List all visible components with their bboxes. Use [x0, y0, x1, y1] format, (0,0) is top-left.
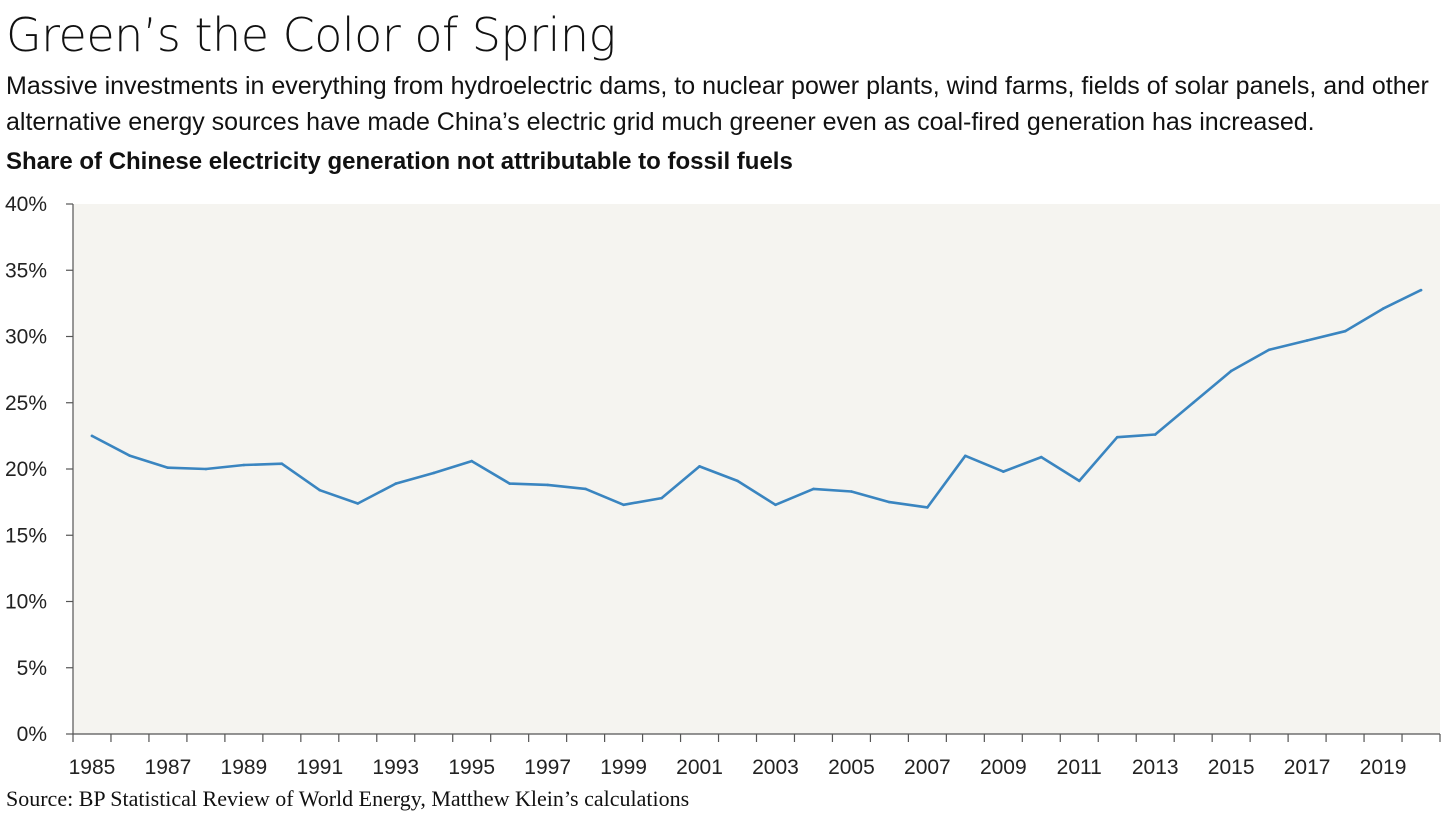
- y-tick-label: 25%: [5, 392, 47, 415]
- data-point: [432, 471, 436, 475]
- data-point: [1381, 307, 1385, 310]
- y-tick-label: 40%: [5, 193, 47, 216]
- y-tick-label: 20%: [5, 458, 47, 481]
- x-tick-label: 2015: [1208, 756, 1255, 779]
- data-point: [660, 496, 663, 500]
- x-tick-label: 2013: [1132, 756, 1179, 779]
- y-tick-label: 0%: [17, 723, 47, 746]
- data-point: [812, 487, 815, 491]
- data-point: [736, 479, 739, 483]
- data-point: [926, 506, 929, 509]
- series-line: [90, 288, 1423, 509]
- x-tick-label: 1999: [600, 756, 647, 779]
- line-chart: 0% 5% 10% 15% 20% 25% 30% 35% 40% 1985 1987 1989 199…: [5, 193, 1441, 779]
- data-point: [888, 500, 891, 504]
- y-tick-label: 10%: [5, 591, 47, 614]
- data-point: [90, 434, 94, 438]
- data-point: [1343, 329, 1347, 333]
- data-point: [1077, 479, 1081, 483]
- y-tick-label: 15%: [5, 524, 47, 547]
- plot-background: [73, 204, 1440, 734]
- chart-heading: Share of Chinese electricity generation …: [6, 148, 793, 175]
- x-tick-label: 1991: [296, 756, 343, 779]
- data-point: [166, 466, 170, 469]
- data-point: [508, 482, 511, 485]
- data-point: [1267, 348, 1271, 352]
- y-tick-label: 30%: [5, 326, 47, 349]
- data-point: [470, 459, 474, 463]
- x-tick-label: 2017: [1284, 756, 1331, 779]
- data-point: [1305, 339, 1309, 342]
- x-tick-label: 1995: [448, 756, 495, 779]
- x-tick-label: 1985: [69, 756, 116, 779]
- data-point: [1002, 470, 1005, 473]
- data-point: [698, 465, 701, 468]
- data-point: [280, 462, 284, 466]
- x-tick-label: 2001: [676, 756, 723, 779]
- data-point: [1229, 369, 1233, 373]
- data-point: [622, 503, 625, 507]
- x-tick-label: 2007: [904, 756, 951, 779]
- data-point: [356, 502, 360, 505]
- x-tick-label: 2019: [1360, 756, 1407, 779]
- data-point: [584, 487, 587, 491]
- x-tick-label: 2011: [1057, 756, 1102, 779]
- data-point: [128, 454, 132, 458]
- x-tick-label: 1997: [524, 756, 571, 779]
- data-point: [204, 467, 208, 471]
- data-point: [1115, 435, 1119, 439]
- data-point: [394, 482, 398, 485]
- x-tick-label: 1987: [145, 756, 192, 779]
- plot-area: 0% 5% 10% 15% 20% 25% 30% 35% 40% 1985 1987 1989 199…: [5, 193, 1441, 779]
- source-note: Source: BP Statistical Review of World E…: [6, 786, 690, 811]
- data-point: [242, 463, 246, 467]
- y-tick-label: 35%: [5, 259, 47, 282]
- x-tick-label: 2005: [828, 756, 875, 779]
- data-point: [774, 503, 777, 507]
- data-point: [1153, 433, 1157, 436]
- data-point: [318, 488, 322, 492]
- data-point: [1039, 455, 1043, 459]
- x-tick-label: 1989: [221, 756, 268, 779]
- data-point: [964, 454, 967, 458]
- chart-subtitle: Massive investments in everything from h…: [6, 72, 1429, 136]
- data-point: [1191, 401, 1195, 405]
- y-tick-label: 5%: [17, 657, 47, 680]
- x-tick-label: 2003: [752, 756, 799, 779]
- x-tick-label: 2009: [980, 756, 1027, 779]
- data-point: [546, 483, 549, 487]
- data-point: [850, 490, 853, 493]
- chart-title: Green’s the Color of Spring: [6, 8, 616, 62]
- x-tick-label: 1993: [372, 756, 419, 779]
- data-point: [1419, 288, 1423, 292]
